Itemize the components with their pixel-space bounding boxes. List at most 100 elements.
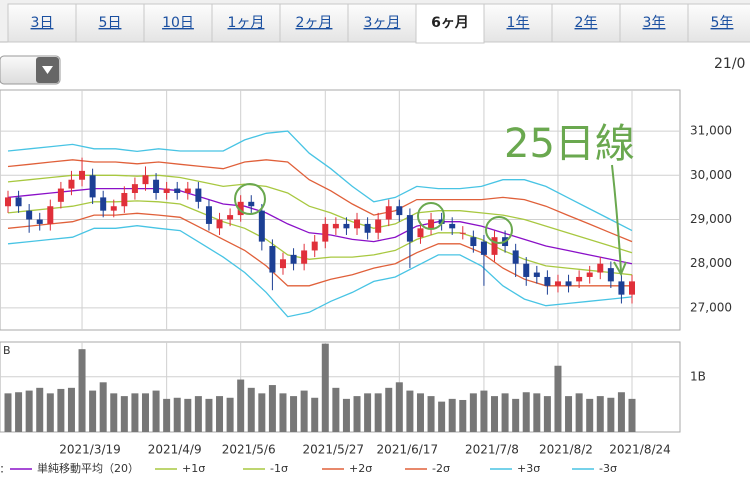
candle-body <box>470 237 477 247</box>
candle-body <box>110 206 117 211</box>
tab-background[interactable] <box>619 3 689 43</box>
candle-body <box>375 219 382 233</box>
band-line <box>7 159 633 243</box>
tab[interactable]: 5年 <box>687 3 750 43</box>
volume-bar <box>617 392 625 432</box>
candle-body <box>205 206 212 224</box>
candle-body <box>544 276 551 286</box>
annotation-arrowhead <box>613 261 627 277</box>
volume-unit: B <box>3 344 11 357</box>
candle-body <box>491 237 498 255</box>
volume-bar <box>522 392 530 432</box>
candle-body <box>100 197 107 211</box>
volume-bar <box>226 397 234 432</box>
volume-bar <box>332 387 340 432</box>
tab[interactable]: 5日 <box>75 3 145 43</box>
volume-bar <box>628 398 636 432</box>
candle-body <box>258 210 265 242</box>
tab-label[interactable]: 2年 <box>575 15 598 31</box>
tab[interactable]: 3年 <box>619 3 689 43</box>
volume-bar <box>353 396 361 432</box>
y-tick-label: 30,000 <box>690 168 732 182</box>
candle-body <box>142 175 149 185</box>
tab-label[interactable]: 10日 <box>162 15 194 31</box>
volume-bar <box>89 390 97 432</box>
tab[interactable]: 6ヶ月 <box>415 3 485 44</box>
annotation-arrow <box>611 164 622 273</box>
volume-bar <box>25 390 33 432</box>
volume-bar <box>300 390 308 432</box>
candle-body <box>385 206 392 220</box>
candle-body <box>523 263 530 277</box>
volume-bar <box>290 396 298 432</box>
tab-background[interactable] <box>143 3 213 43</box>
candle-body <box>417 228 424 238</box>
candle-body <box>396 206 403 216</box>
volume-bar <box>459 399 467 432</box>
annotation-marks <box>234 164 627 277</box>
tab-background[interactable] <box>551 3 621 43</box>
volume-bar <box>173 397 181 432</box>
candle-body <box>269 246 276 273</box>
candle-body <box>131 184 138 193</box>
dropdown-arrow <box>42 66 53 74</box>
tab[interactable]: 1年 <box>483 3 553 43</box>
tab-label[interactable]: 1年 <box>507 15 530 31</box>
candle-body <box>290 254 297 264</box>
volume-bar <box>131 393 139 432</box>
tab-label[interactable]: 5年 <box>711 15 734 31</box>
candle-body <box>512 250 519 264</box>
candle-body <box>565 281 572 286</box>
candle-body <box>121 192 128 207</box>
candle-body <box>586 272 593 277</box>
candle-body <box>629 281 635 295</box>
tab[interactable]: 2年 <box>551 3 621 43</box>
volume-bar <box>364 393 372 432</box>
candle-body <box>15 197 22 207</box>
tab[interactable]: 2ヶ月 <box>279 3 349 43</box>
candle-body <box>184 188 191 193</box>
tab-label[interactable]: 1ヶ月 <box>228 15 265 31</box>
candle-body <box>354 219 361 229</box>
volume-bar <box>491 396 499 432</box>
tab[interactable]: 3ヶ月 <box>347 3 417 43</box>
tab-label[interactable]: 3年 <box>643 15 666 31</box>
candle-body <box>618 281 625 295</box>
x-tick-label: 2021/8/24 <box>609 443 671 457</box>
volume-bar <box>184 398 192 432</box>
tab-background[interactable] <box>347 3 417 43</box>
candle-body <box>533 272 540 277</box>
volume-bar <box>57 388 65 432</box>
tab[interactable]: 3日 <box>7 3 77 43</box>
volume-bar <box>36 387 44 432</box>
candle-body <box>227 215 234 220</box>
tab-background[interactable] <box>211 3 281 43</box>
band-line <box>7 200 633 276</box>
candle-body <box>279 259 286 269</box>
tab[interactable]: 1ヶ月 <box>211 3 281 43</box>
tab-label[interactable]: 5日 <box>99 15 122 31</box>
tab-background[interactable] <box>687 3 750 43</box>
x-tick-label: 2021/8/2 <box>539 443 593 457</box>
tab-label[interactable]: 6ヶ月 <box>431 15 469 31</box>
volume-bar <box>406 390 414 432</box>
tab-label[interactable]: 3ヶ月 <box>364 15 401 31</box>
candle-body <box>195 188 202 202</box>
volume-bar <box>427 396 435 432</box>
volume-bar <box>247 387 255 432</box>
tab-background[interactable] <box>7 3 77 43</box>
y-tick-label: 27,000 <box>690 300 732 314</box>
tab-background[interactable] <box>75 3 145 43</box>
band-line <box>7 225 633 318</box>
tab-label[interactable]: 2ヶ月 <box>296 15 333 31</box>
candle-body <box>68 179 75 189</box>
tab[interactable]: 10日 <box>143 3 213 43</box>
tab-label[interactable]: 3日 <box>31 15 54 31</box>
volume-bar <box>205 398 213 432</box>
candle-body <box>449 223 456 229</box>
band-line <box>7 187 633 265</box>
y-tick-label: 1B <box>690 369 706 383</box>
highlight-circle <box>417 202 445 230</box>
volume-bar <box>395 382 403 432</box>
